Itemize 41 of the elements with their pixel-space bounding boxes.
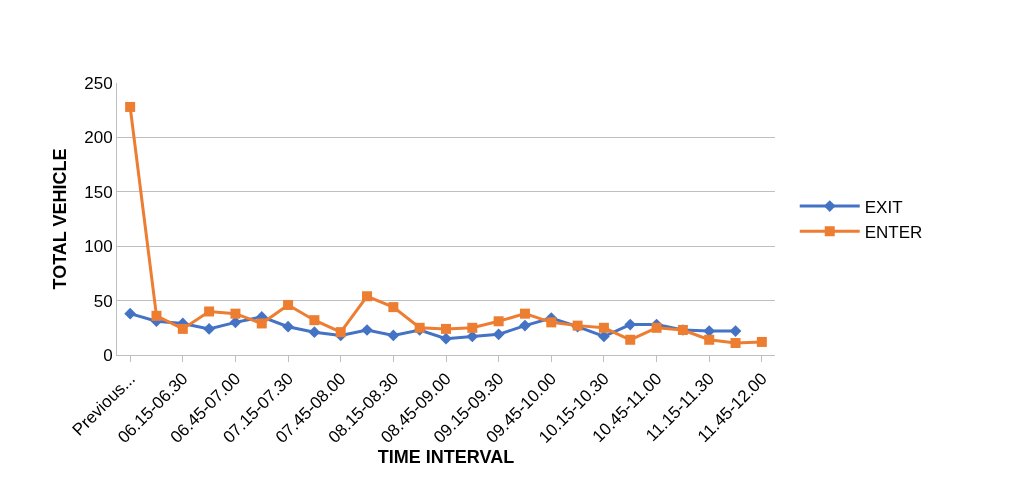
point	[730, 338, 741, 349]
point	[467, 322, 478, 333]
y-tick-label: 150	[84, 182, 113, 202]
point	[625, 334, 636, 345]
point	[282, 320, 294, 333]
point	[308, 326, 321, 338]
point	[283, 299, 294, 310]
point	[335, 327, 346, 338]
point	[492, 328, 505, 341]
point	[177, 323, 188, 334]
point	[441, 323, 451, 334]
point	[124, 307, 137, 320]
point	[756, 336, 767, 347]
point	[546, 317, 557, 328]
point	[387, 329, 400, 342]
point	[704, 334, 715, 345]
y-tick-label: 250	[84, 73, 113, 93]
legend-label: ENTER	[864, 222, 923, 242]
legend-label: EXIT	[864, 197, 903, 217]
y-tick-label: 100	[84, 237, 113, 257]
point	[203, 323, 215, 335]
point	[598, 322, 609, 333]
y-tick-label: 200	[84, 128, 113, 148]
point	[230, 308, 241, 319]
point	[651, 322, 662, 333]
point	[151, 310, 162, 321]
point	[519, 308, 530, 319]
point	[388, 302, 399, 313]
point	[256, 318, 267, 329]
point	[729, 325, 742, 337]
y-axis-title: TOTAL VEHICLE	[50, 148, 71, 290]
point	[493, 316, 504, 327]
y-tick-label: 0	[103, 345, 113, 365]
point	[440, 332, 452, 345]
y-tick-label: 50	[93, 291, 113, 311]
point	[204, 306, 215, 317]
point	[125, 101, 136, 112]
point	[362, 291, 373, 302]
x-axis-title: TIME INTERVAL	[377, 446, 515, 467]
point	[309, 315, 320, 326]
point	[519, 319, 531, 332]
